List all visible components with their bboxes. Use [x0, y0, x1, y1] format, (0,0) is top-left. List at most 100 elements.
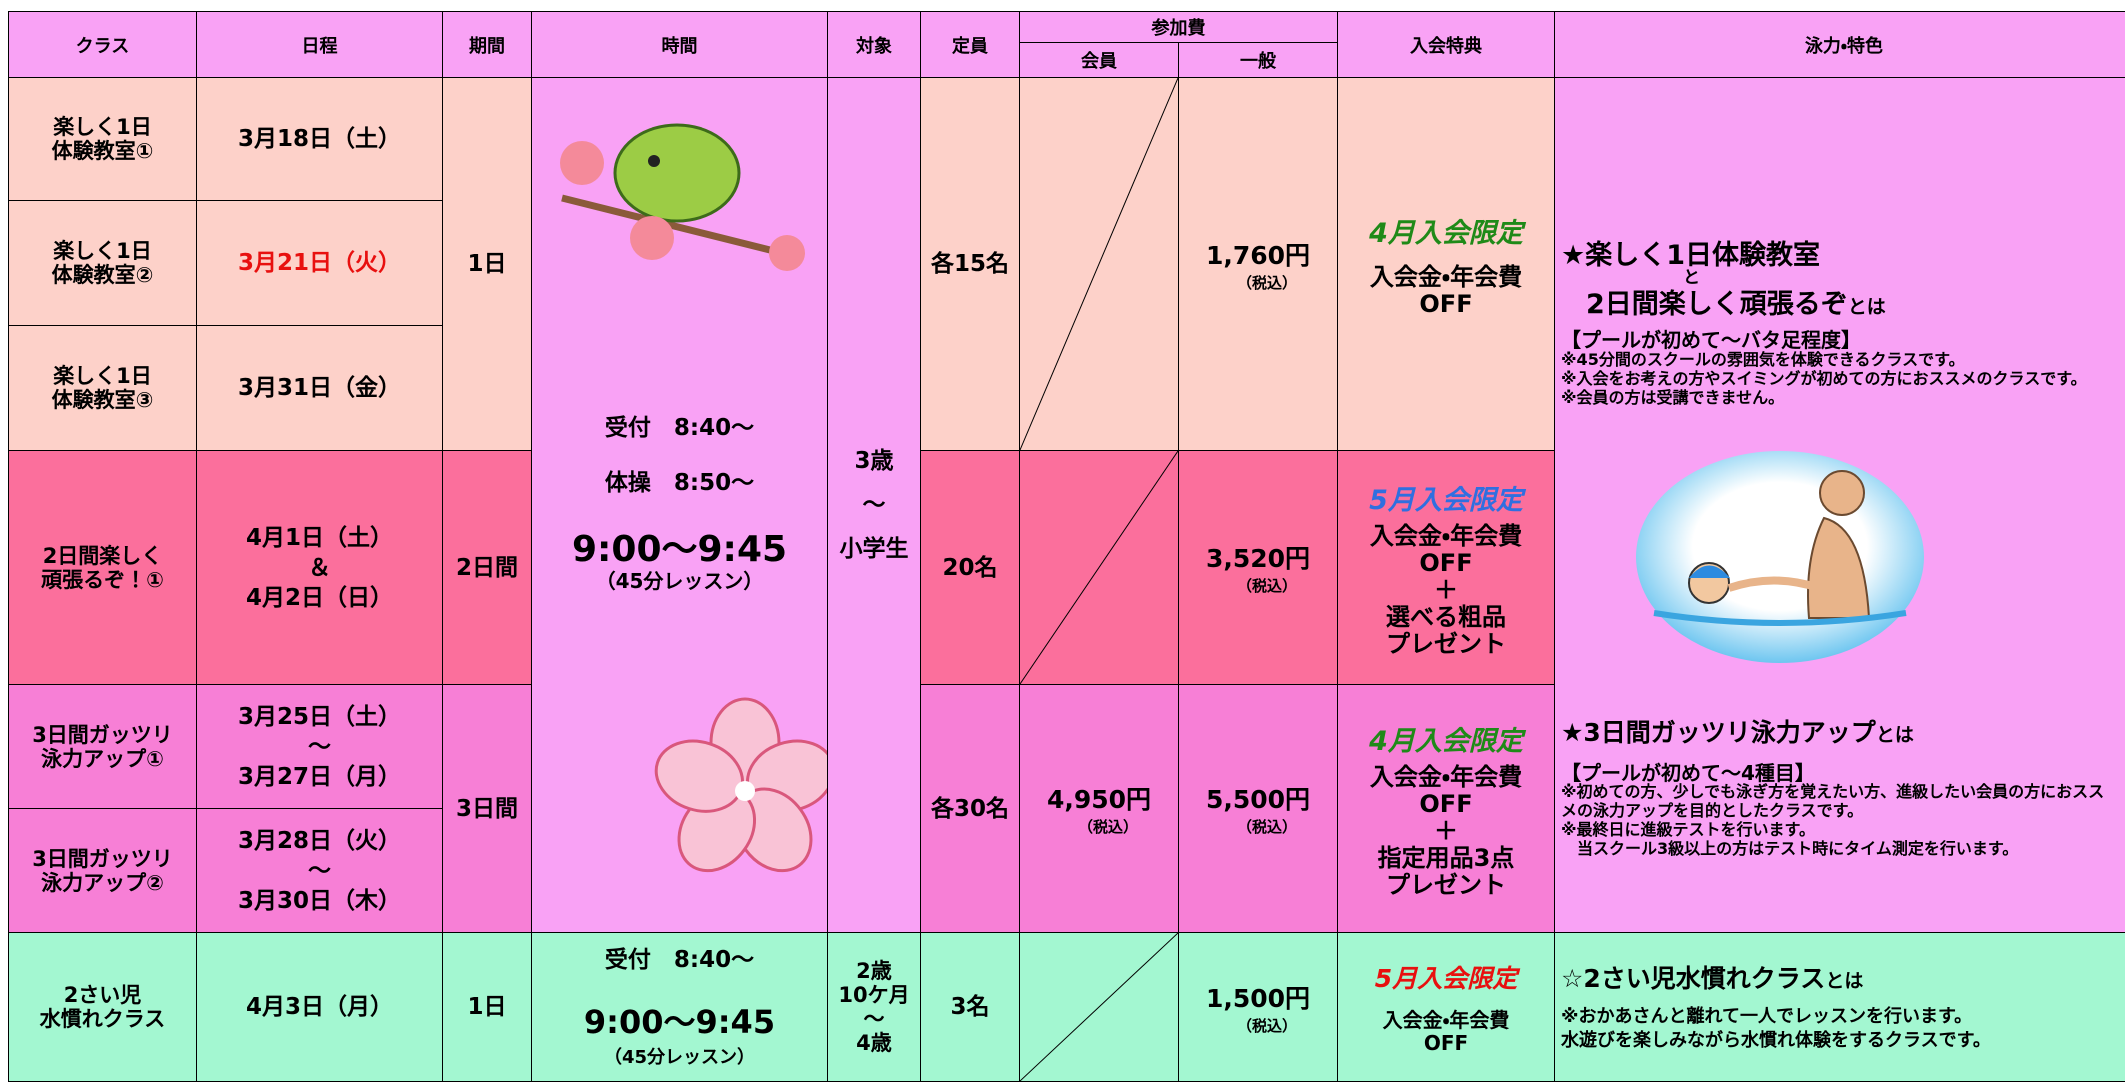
- date-cell: 3月31日（金）: [196, 325, 443, 451]
- benefit-cell: 4月入会限定入会金・年会費 OFF: [1337, 77, 1555, 451]
- member-fee-cell: 4,950円 （税込）: [1019, 684, 1179, 933]
- sakura-center: [735, 781, 755, 801]
- blossom: [630, 216, 674, 260]
- time-cell: 受付 8:40～ 9:00～9:45 （45分レッスン）: [531, 932, 828, 1082]
- benefit-limit: 4月入会限定: [1369, 217, 1523, 249]
- water: [1636, 451, 1924, 663]
- period-cell: 1日: [442, 932, 532, 1082]
- date-text: 3月31日（金）: [237, 375, 401, 401]
- feature-title-text: ☆2さい児水慣れクラス: [1561, 964, 1826, 993]
- period-text: 3日間: [455, 795, 518, 822]
- coach-head: [1819, 470, 1865, 516]
- date-text: 3月21日（火）: [237, 250, 401, 276]
- feature-title-text: 2日間楽しく頑張るぞ: [1586, 289, 1848, 320]
- bird-eye: [648, 155, 660, 167]
- header-text: 一般: [1240, 51, 1276, 72]
- lesson-time: 9:00～9:45: [583, 1003, 776, 1041]
- class-cell: 3日間ガッツリ 泳力アップ②: [8, 808, 197, 933]
- water-line: [1653, 610, 1907, 626]
- period-text: 1日: [467, 994, 507, 1020]
- tax-note: （税込）: [1077, 818, 1138, 836]
- date-cell: 4月3日（月）: [196, 932, 443, 1082]
- period-cell: 2日間: [442, 450, 532, 685]
- class-cell: 3日間ガッツリ 泳力アップ①: [8, 684, 197, 809]
- feature-title-suffix: とは: [1875, 724, 1914, 746]
- feature-note: ※おかあさんと離れて一人でレッスンを行います。: [1561, 1006, 1973, 1027]
- benefit-text: 入会金・年会費 OFF: [1382, 1008, 1510, 1055]
- feature-notes: ※初めての方、少しでも泳ぎ方を覚えたい方、進級したい会員の方におスス メの泳力ア…: [1561, 782, 2104, 858]
- benefit-cell: 5月入会限定入会金・年会費 OFF ＋ 選べる粗品 プレゼント: [1337, 450, 1555, 685]
- reception-time: 受付 8:40～: [604, 947, 755, 973]
- blossom: [560, 141, 604, 185]
- header-text: 期間: [469, 35, 505, 57]
- capacity-text: 各15名: [930, 251, 1009, 277]
- capacity-text: 20名: [942, 554, 998, 581]
- benefit-cell: 5月入会限定入会金・年会費 OFF: [1337, 932, 1555, 1082]
- price: 1,500円: [1205, 983, 1311, 1013]
- capacity-cell: 各30名: [920, 684, 1020, 933]
- period-text: 1日: [467, 251, 507, 277]
- header-cell: 入会特典: [1337, 11, 1555, 78]
- general-fee-cell: 3,520円 （税込）: [1178, 450, 1338, 685]
- class-name: 楽しく1日 体験教室③: [51, 364, 154, 412]
- benefit-limit: 5月入会限定: [1369, 484, 1523, 516]
- child-cap: [1689, 565, 1730, 578]
- header-text: 会員: [1081, 51, 1117, 72]
- tax-note: （税込）: [1236, 577, 1297, 595]
- header-cell: 日程: [196, 11, 443, 78]
- feature-note: メの泳力アップを目的としたクラスです。: [1561, 801, 1864, 820]
- benefit-limit: 4月入会限定: [1369, 725, 1523, 757]
- date-cell: 4月1日（土） ＆ 4月2日（日）: [196, 450, 443, 685]
- feature-connector: と: [1683, 268, 1700, 288]
- hands: [1727, 576, 1821, 592]
- header-text: 泳力・特色: [1804, 35, 1884, 57]
- tax-note: （税込）: [1236, 1016, 1297, 1035]
- capacity-cell: 3名: [920, 932, 1020, 1082]
- feature-note: ※初めての方、少しでも泳ぎ方を覚えたい方、進級したい会員の方におスス: [1561, 782, 2105, 801]
- member-fee-cell: [1019, 450, 1179, 685]
- header-cell: 期間: [442, 11, 532, 78]
- exercise-time: 体操 8:50～: [604, 470, 755, 496]
- period-cell: 1日: [442, 77, 532, 451]
- general-fee-cell: 1,760円 （税込）: [1178, 77, 1338, 451]
- header-text: クラス: [75, 35, 130, 57]
- benefit-limit: 5月入会限定: [1374, 964, 1518, 993]
- feature-note: ※最終日に進級テストを行います。: [1561, 820, 1815, 839]
- header-cell: 対象: [827, 11, 921, 78]
- feature-title-suffix: とは: [1825, 970, 1864, 992]
- class-name: 3日間ガッツリ 泳力アップ②: [32, 846, 173, 895]
- reception-time: 受付 8:40～: [604, 415, 755, 441]
- date-text: 4月3日（月）: [245, 994, 393, 1020]
- feature-level: 【プールが初めて～バタ足程度】: [1561, 328, 1861, 352]
- date-text: 3月25日（土） ～ 3月27日（月）: [237, 703, 401, 790]
- lesson-note: （45分レッスン）: [603, 1047, 756, 1068]
- benefit-text: 入会金・年会費 OFF ＋ 選べる粗品 プレゼント: [1369, 521, 1523, 658]
- feature-title: ☆2さい児水慣れクラスとは: [1561, 959, 1863, 995]
- date-cell: 3月18日（土）: [196, 77, 443, 201]
- header-cell: 一般: [1178, 42, 1338, 78]
- header-text: 入会特典: [1410, 35, 1482, 57]
- not-applicable-line: [1020, 933, 1178, 1081]
- feature-title-suffix: とは: [1847, 296, 1886, 318]
- class-cell: 楽しく1日 体験教室③: [8, 325, 197, 451]
- class-name: 楽しく1日 体験教室①: [51, 115, 154, 163]
- header-text: 定員: [952, 35, 988, 57]
- feature-title: 2日間楽しく頑張るぞとは: [1586, 282, 1886, 321]
- price: 5,500円: [1205, 785, 1311, 814]
- general-fee-cell: 5,500円 （税込）: [1178, 684, 1338, 933]
- bird-body: [613, 123, 741, 223]
- price: 4,950円: [1046, 785, 1152, 814]
- header-cell: クラス: [8, 11, 197, 78]
- bird-illustration: [560, 123, 805, 271]
- not-applicable-line: [1020, 78, 1178, 450]
- target-cell: 3歳 ～ 小学生: [827, 77, 921, 933]
- header-text: 日程: [301, 35, 338, 57]
- header-cell: 参加費: [1019, 11, 1338, 43]
- tax-note: （税込）: [1236, 273, 1297, 292]
- feature-note: ※入会をお考えの方やスイミングが初めての方におススメのクラスです。: [1561, 369, 2087, 388]
- class-cell: 2さい児 水慣れクラス: [8, 932, 197, 1082]
- benefit-text: 入会金・年会費 OFF: [1369, 262, 1523, 318]
- class-cell: 楽しく1日 体験教室②: [8, 200, 197, 326]
- capacity-cell: 各15名: [920, 77, 1020, 451]
